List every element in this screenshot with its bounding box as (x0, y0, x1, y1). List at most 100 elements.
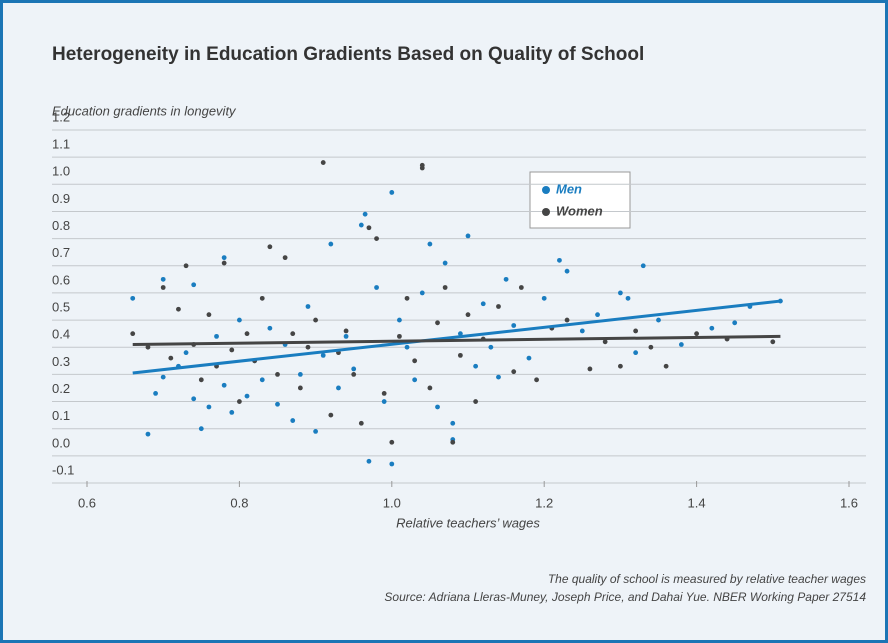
point (564, 268, 570, 274)
point (541, 295, 547, 301)
note: The quality of school is measured by rel… (548, 572, 866, 586)
point (313, 317, 318, 323)
y-tick-label: 1.1 (52, 137, 70, 152)
point (145, 431, 151, 437)
point (343, 328, 349, 334)
point (656, 317, 661, 323)
point (160, 374, 166, 380)
point (259, 295, 265, 301)
point (290, 331, 296, 337)
point (381, 390, 387, 396)
point (648, 344, 654, 350)
point (412, 358, 418, 364)
point (320, 352, 326, 358)
point (465, 233, 471, 239)
point (176, 306, 181, 312)
point (366, 225, 372, 231)
point (640, 263, 646, 269)
point (618, 363, 623, 369)
point (237, 317, 242, 323)
point (503, 276, 509, 282)
x-tick-label: 1.0 (383, 495, 401, 510)
point (450, 439, 456, 445)
point (511, 323, 517, 328)
point (404, 344, 410, 350)
point (435, 320, 440, 326)
x-tick-label: 1.6 (840, 495, 858, 510)
point (267, 244, 273, 250)
point (496, 374, 501, 380)
y-tick-label: 0.2 (52, 381, 70, 396)
point (191, 396, 197, 402)
legend-label: Women (556, 203, 603, 218)
point (221, 260, 227, 266)
point (595, 312, 600, 318)
x-tick-label: 0.6 (78, 495, 96, 510)
point (442, 260, 448, 266)
y-tick-label: 0.5 (52, 300, 70, 315)
point (160, 285, 166, 290)
point (496, 304, 501, 309)
point (328, 412, 334, 418)
point (625, 295, 631, 301)
point (694, 331, 699, 337)
point (633, 350, 639, 356)
y-tick-label: 0.3 (52, 354, 70, 369)
point (206, 312, 212, 318)
point (397, 317, 402, 323)
point (275, 401, 280, 407)
y-tick-label: 0.6 (52, 272, 70, 287)
point (343, 333, 349, 339)
y-tick-label: 0.4 (52, 327, 70, 342)
y-tick-label: 0.9 (52, 191, 70, 206)
point (297, 371, 303, 377)
y-tick-label: 1.0 (52, 164, 70, 179)
y-axis-label: Education gradients in longevity (52, 103, 237, 118)
y-tick-label: 0.7 (52, 245, 70, 260)
point (678, 342, 684, 347)
point (191, 282, 197, 288)
point (214, 333, 219, 339)
point (366, 458, 372, 464)
point (587, 366, 593, 372)
point (457, 352, 463, 358)
point (579, 328, 585, 334)
point (305, 304, 311, 309)
point (602, 339, 608, 345)
point (389, 461, 395, 467)
chart-title: Heterogeneity in Education Gradients Bas… (52, 44, 644, 65)
point (145, 344, 151, 350)
point (198, 377, 204, 383)
x-tick-label: 0.8 (230, 495, 248, 510)
y-tick-label: 1.2 (52, 109, 70, 124)
point (130, 295, 136, 301)
point (336, 385, 341, 391)
y-tick-label: 0.8 (52, 218, 70, 233)
point (198, 426, 204, 432)
point (473, 363, 479, 369)
point (381, 399, 387, 404)
point (168, 355, 174, 361)
point (275, 371, 280, 377)
point (358, 222, 364, 228)
trend-line (132, 299, 781, 375)
point (221, 255, 227, 261)
point (237, 399, 242, 404)
point (427, 385, 433, 391)
point (465, 312, 471, 318)
point (473, 399, 479, 404)
point (320, 160, 326, 165)
note: Source: Adriana Lleras-Muney, Joseph Pri… (384, 590, 866, 604)
legend-label: Men (556, 181, 582, 196)
point (534, 377, 539, 383)
point (183, 263, 189, 269)
point (435, 404, 440, 410)
point (663, 363, 669, 369)
point (526, 355, 532, 361)
point (442, 285, 448, 290)
point (633, 328, 639, 334)
point (374, 236, 379, 242)
point (480, 301, 486, 307)
point (297, 385, 303, 391)
